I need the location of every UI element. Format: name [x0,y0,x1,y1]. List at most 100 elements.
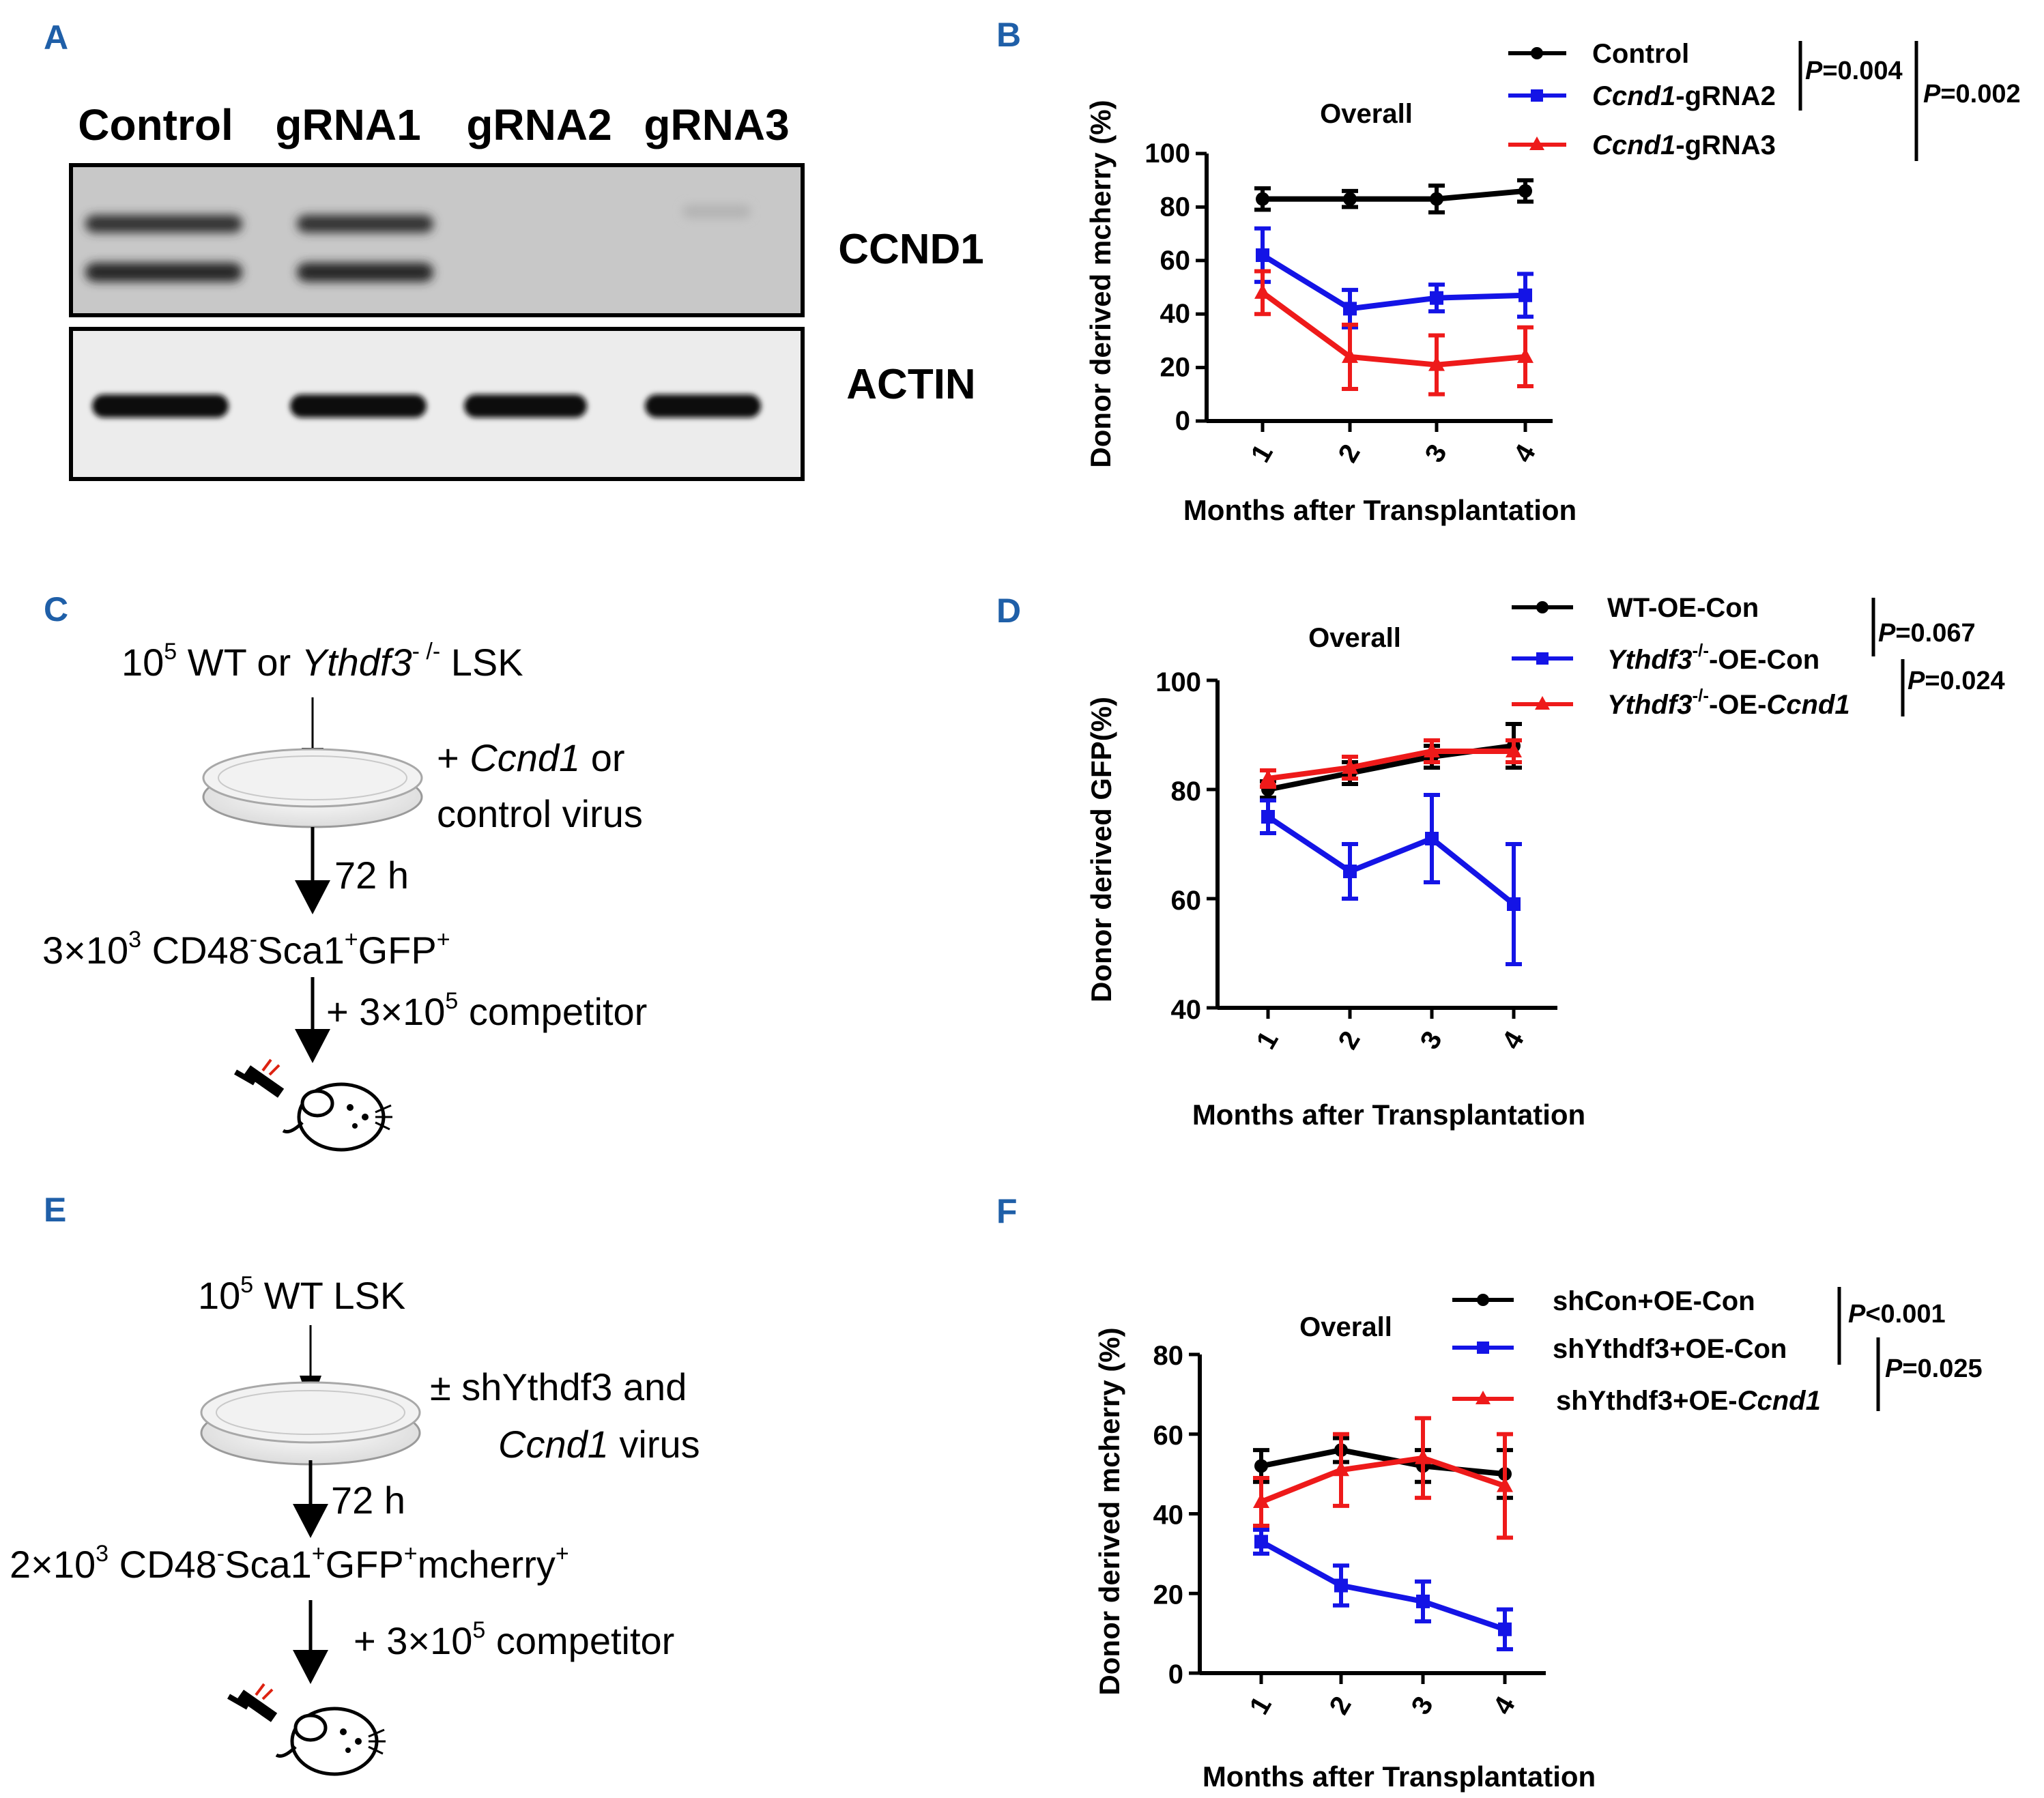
arrow-head [293,1504,328,1538]
x-tick-label: 2 [1333,1026,1366,1054]
x-tick-label: 2 [1333,439,1366,467]
series-line [1260,1455,1506,1505]
mouse-injection-icon [234,1058,392,1152]
data-point [1416,1594,1430,1608]
x-tick-label: 4 [1488,1691,1522,1720]
x-tick-label: 3 [1406,1692,1439,1720]
panel-f-chart: F Overall Donor derived mcherry (%) Mont… [996,1192,1983,1793]
x-tick-label: 4 [1497,1026,1531,1054]
data-point [1342,759,1358,774]
y-tick-label: 20 [1153,1580,1184,1610]
x-tick-label: 1 [1246,439,1279,467]
y-tick-label: 80 [1171,777,1202,807]
virus-step-line2: Ccnd1 virus [498,1423,700,1466]
series-ythdf3-oe-con [1260,793,1522,966]
y-axis-title: Donor derived mcherry (%) [1084,100,1117,467]
y-tick-label: 80 [1153,1341,1184,1371]
series-ccnd1-grna3 [1254,269,1534,396]
series-line [1263,188,1526,202]
legend-marker-control [1531,47,1543,59]
blot-label-ccnd1: CCND1 [838,226,984,273]
data-point [1260,770,1276,785]
series-shythdf3-oe-ccnd1 [1253,1416,1513,1540]
series-shythdf3-oe-con [1253,1527,1513,1651]
y-tick-label: 40 [1153,1500,1184,1531]
series-line [1261,290,1526,368]
x-tick-label: 3 [1415,1026,1448,1054]
series-line [1261,252,1526,312]
data-point [1430,291,1443,305]
series-line [1260,1539,1506,1632]
x-axis-title: Months after Transplantation [1192,1099,1585,1131]
legend-label-wt: WT-OE-Con [1607,593,1759,623]
data-point [1507,897,1521,911]
sorted-cells-step: 3×103 CD48-Sca1+GFP+ [42,927,450,972]
data-point [1254,283,1271,299]
incubation-time: 72 h [331,1479,405,1522]
data-point [1254,1459,1268,1473]
y-tick-label: 100 [1155,667,1201,697]
series-ccnd1-grna2 [1254,226,1534,330]
competitor-step: + 3×105 competitor [326,988,647,1033]
pvalue-1: P=0.004 [1805,57,1903,85]
data-point [1425,832,1439,845]
lane-label-grna3: gRNA3 [644,100,789,149]
y-tick-label: 60 [1171,886,1202,916]
legend: shCon+OE-Con shYthdf3+OE-Con shYthdf3+OE… [1452,1286,1821,1416]
pvalue-2: P=0.002 [1923,80,2021,108]
panel-label-d: D [996,592,1021,630]
legend-marker-ko-con [1536,652,1549,665]
data-point [1333,1461,1349,1477]
y-axis-title: Donor derived GFP(%) [1085,697,1117,1002]
data-point [1334,1578,1348,1593]
data-point [1506,742,1522,757]
legend-marker-shythdf3-con [1477,1342,1489,1354]
legend-label-shcon: shCon+OE-Con [1553,1286,1755,1316]
legend-label-ko-ccnd1: Ythdf3-/--OE-Ccnd1 [1607,685,1850,720]
legend-marker-shcon [1477,1294,1489,1306]
panel-d-chart: D Overall Donor derived GFP(%) Months af… [996,592,2005,1131]
panel-label-f: F [996,1192,1018,1230]
step-input-cells: 105 WT or Ythdf3- /- LSK [121,639,523,684]
blot-label-actin: ACTIN [846,361,975,408]
legend-marker-grna2 [1531,89,1543,102]
legend-marker-ko-ccnd1 [1535,696,1550,710]
y-tick-label: 60 [1160,246,1191,276]
legend-label-shythdf3-con: shYthdf3+OE-Con [1553,1334,1787,1364]
culture-dish-icon [202,748,423,828]
legend-marker-shythdf3-ccnd1 [1476,1391,1491,1404]
arrow-head [295,1029,330,1063]
legend-label-control: Control [1592,39,1689,69]
data-point [1497,1477,1513,1492]
series-control [1254,178,1534,215]
data-point [1430,192,1443,206]
incubation-time: 72 h [334,854,409,897]
culture-dish-icon [200,1381,421,1466]
legend-label-grna2: Ccnd1-gRNA2 [1592,81,1776,111]
pvalue-1: P=0.067 [1878,619,1976,648]
y-tick-label: 0 [1168,1659,1183,1690]
sorted-cells-step: 2×103 CD48-Sca1+GFP+mcherry+ [10,1541,569,1586]
data-point [1498,1622,1512,1636]
y-tick-label: 80 [1160,192,1191,222]
lane-label-grna1: gRNA1 [275,100,420,149]
y-tick-label: 20 [1160,353,1191,383]
y-tick-label: 60 [1153,1421,1184,1451]
data-point [1518,288,1532,302]
legend-marker-grna3 [1529,136,1544,150]
lane-label-control: Control [78,100,233,149]
chart-title: Overall [1308,623,1401,653]
virus-step-line1: ± shYthdf3 and [430,1365,687,1408]
step-input-cells: 105 WT LSK [198,1272,405,1317]
ccnd1-blot [69,163,805,317]
arrow-head [295,880,330,914]
y-tick-label: 40 [1171,995,1202,1025]
legend-label-shythdf3-ccnd1: shYthdf3+OE-Ccnd1 [1556,1386,1821,1416]
legend: WT-OE-Con Ythdf3-/--OE-Con Ythdf3-/--OE-… [1512,593,1850,720]
data-point [1342,347,1358,363]
panel-a: A Control gRNA1 gRNA2 gRNA3 CCND1 [44,18,984,481]
data-point [1253,1492,1269,1508]
legend-label-grna3: Ccnd1-gRNA3 [1592,130,1776,160]
panel-b-chart: B Overall Donor derived mcherry (%) Mont… [996,16,2021,526]
